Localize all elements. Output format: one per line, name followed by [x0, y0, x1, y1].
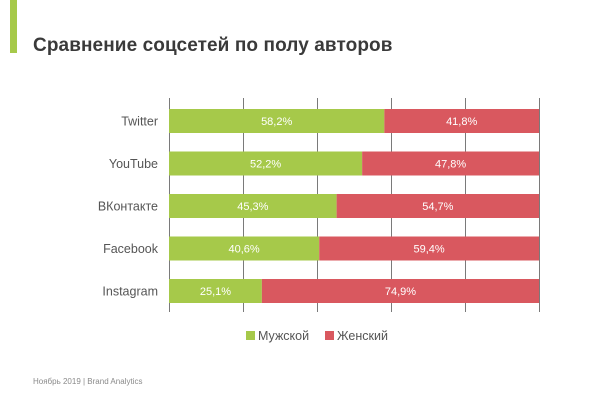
category-label: Twitter: [121, 115, 158, 129]
category-label: Instagram: [102, 285, 158, 299]
data-label: 41,8%: [446, 116, 477, 128]
data-label: 74,9%: [385, 286, 416, 298]
category-label: YouTube: [109, 157, 158, 171]
accent-bar: [10, 0, 17, 53]
data-label: 52,2%: [250, 159, 281, 171]
data-label: 45,3%: [237, 201, 268, 213]
data-label: 47,8%: [435, 159, 466, 171]
bar-male: [169, 109, 385, 133]
chart-title: Сравнение соцсетей по полу авторов: [33, 35, 393, 56]
bar-male: [169, 279, 262, 303]
data-label: 40,6%: [229, 244, 260, 256]
bar-male: [169, 151, 363, 176]
legend-label: Женский: [337, 329, 388, 343]
bar-female: [362, 151, 539, 176]
footer-source: Ноябрь 2019 | Brand Analytics: [33, 377, 143, 386]
category-label: Facebook: [103, 242, 159, 256]
data-label: 58,2%: [261, 116, 292, 128]
data-label: 54,7%: [422, 201, 453, 213]
data-label: 59,4%: [414, 244, 445, 256]
legend-swatch-male: [246, 331, 255, 340]
bar-female: [261, 279, 539, 303]
category-label: ВКонтакте: [98, 200, 158, 214]
legend-label: Мужской: [258, 329, 309, 343]
bar-male: [169, 236, 320, 261]
bar-female: [319, 236, 539, 261]
bar-female: [384, 109, 539, 133]
legend-swatch-female: [325, 331, 334, 340]
data-label: 25,1%: [200, 286, 231, 298]
bar-female: [336, 194, 539, 218]
bar-male: [169, 194, 337, 218]
